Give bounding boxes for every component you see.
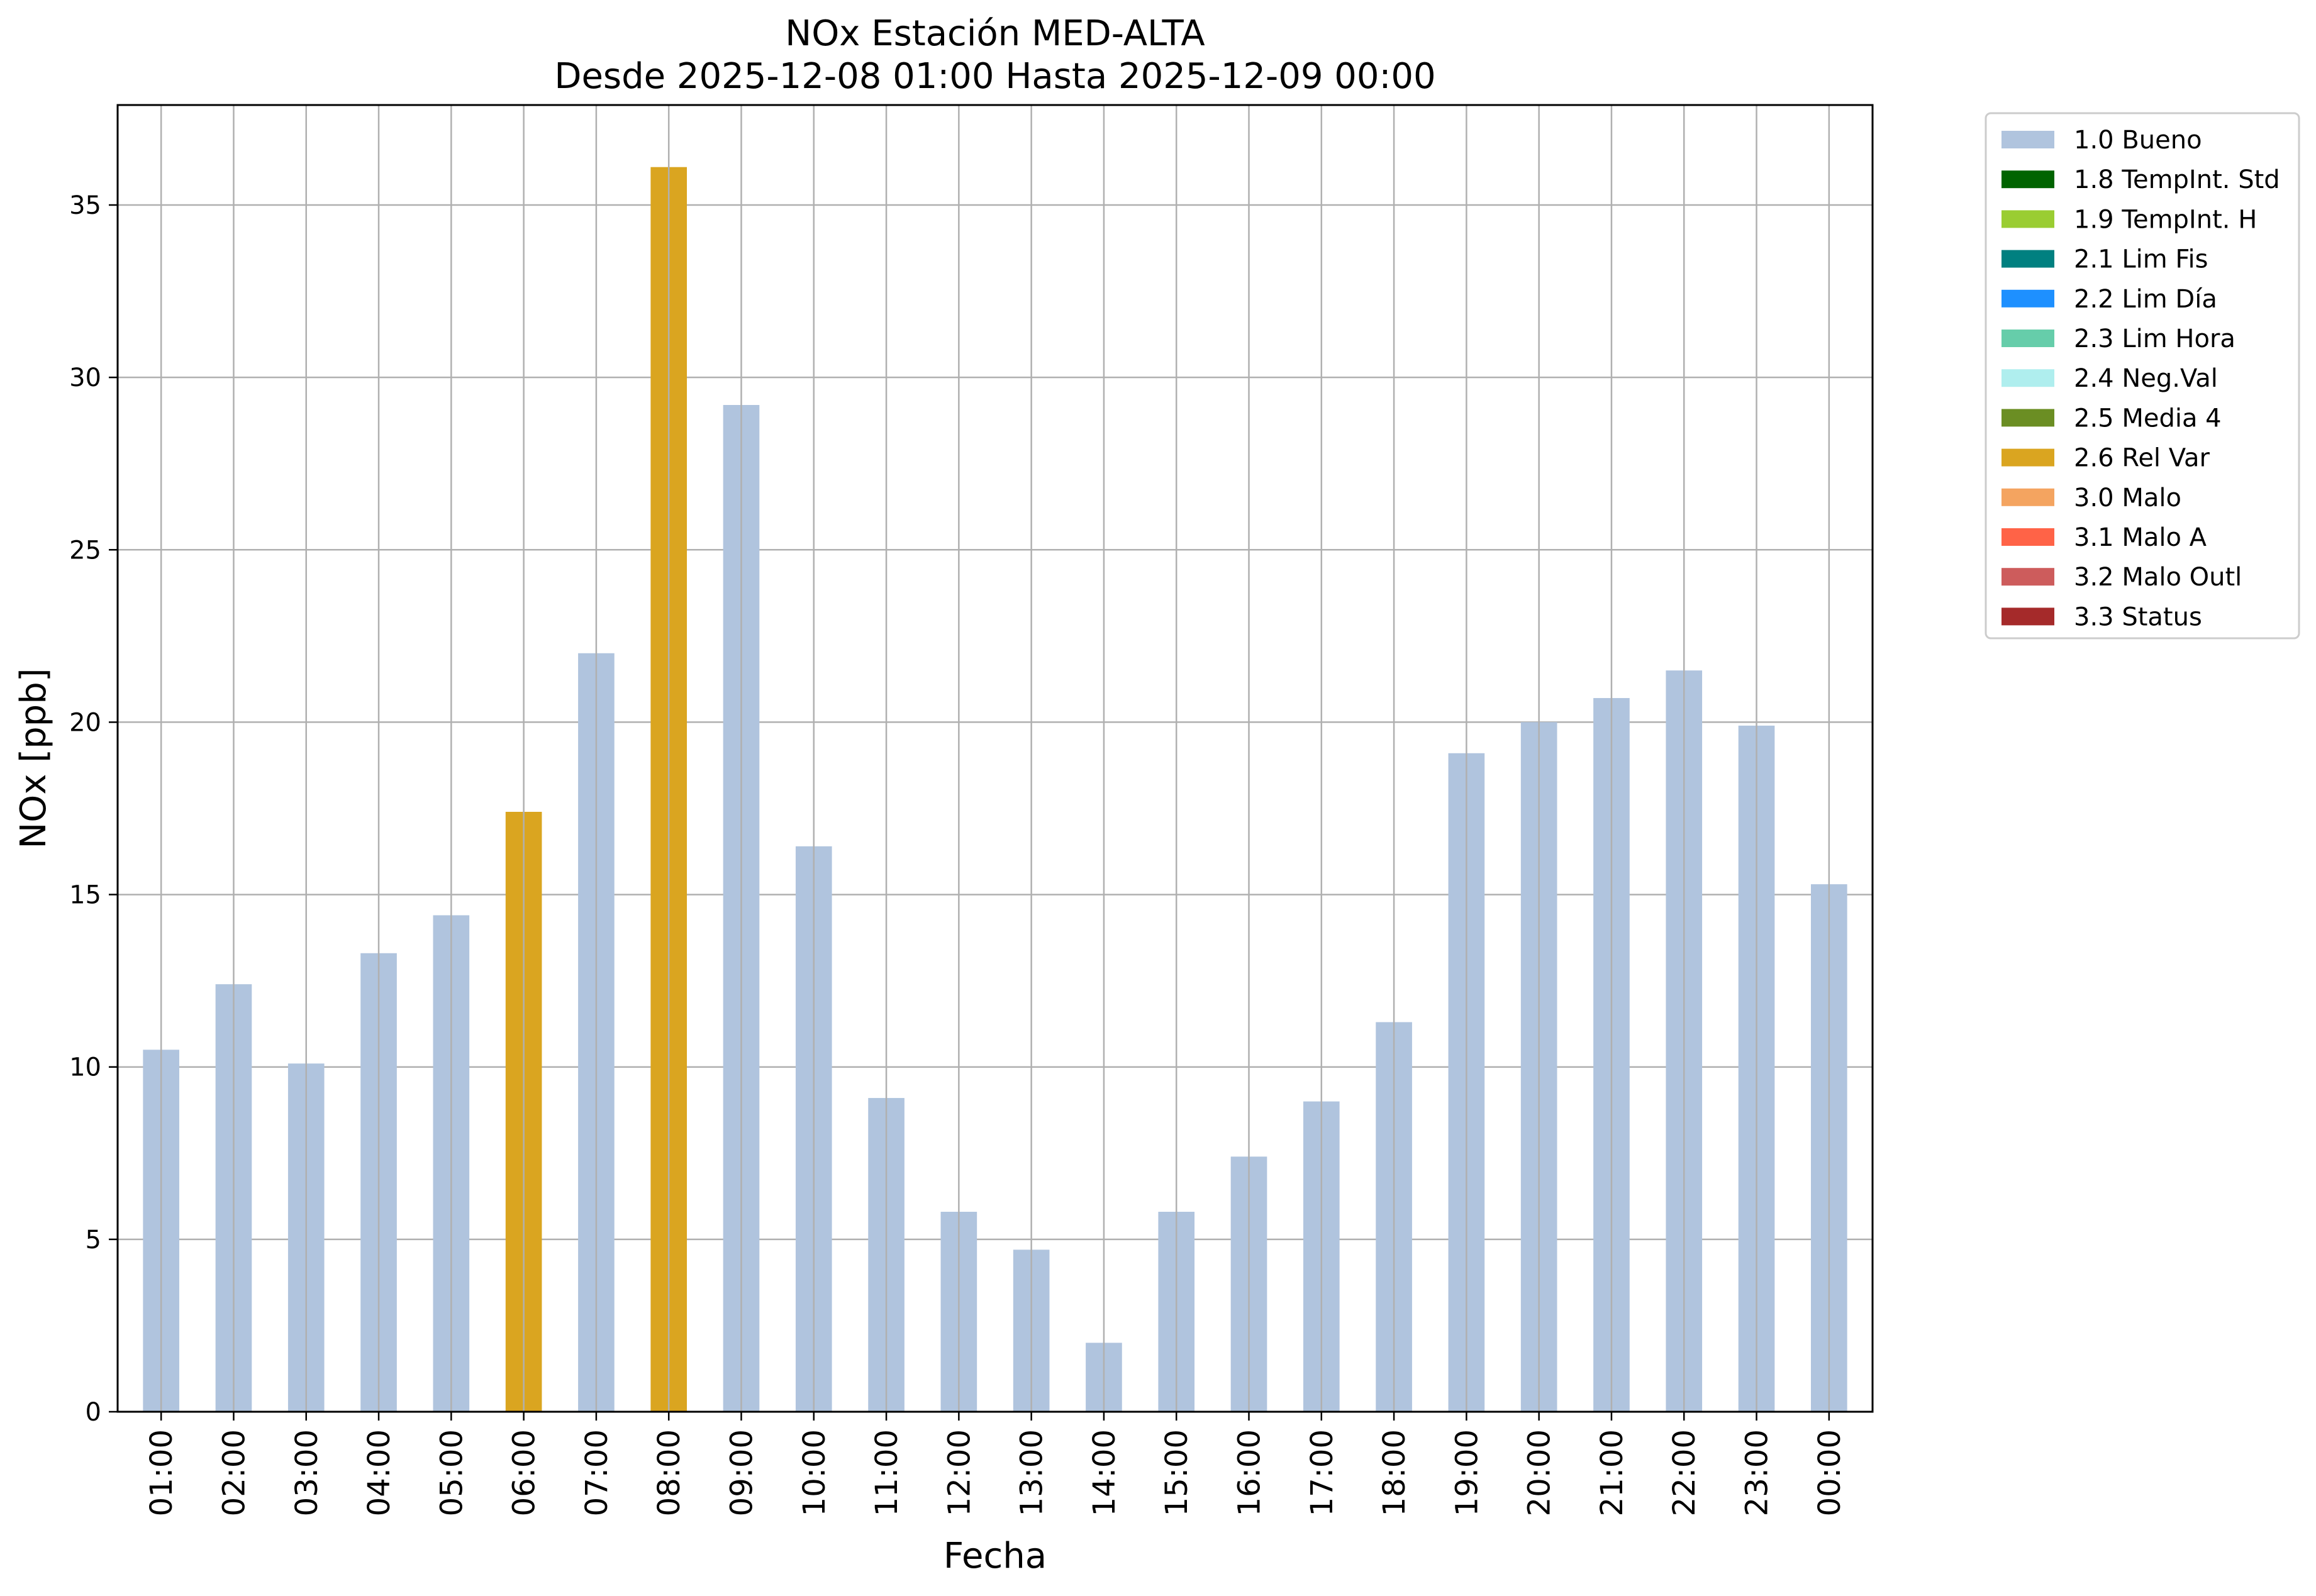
x-tick-label: 14:00 <box>1087 1429 1122 1516</box>
legend-swatch <box>2001 330 2054 347</box>
y-tick-label: 15 <box>69 881 101 910</box>
x-tick-label: 12:00 <box>942 1429 977 1516</box>
chart-subtitle: Desde 2025-12-08 01:00 Hasta 2025-12-09 … <box>554 56 1435 97</box>
x-tick-label: 11:00 <box>869 1429 905 1516</box>
legend-label: 3.2 Malo Outl <box>2074 563 2242 592</box>
x-tick-label: 06:00 <box>507 1429 542 1516</box>
legend-swatch <box>2001 528 2054 546</box>
legend-label: 2.2 Lim Día <box>2074 285 2217 314</box>
y-axis-ticks: 0 5 10 15 20 25 30 35 <box>69 191 118 1427</box>
x-tick-label: 07:00 <box>579 1429 615 1516</box>
x-tick-label: 03:00 <box>289 1429 325 1516</box>
y-tick-label: 5 <box>86 1226 101 1255</box>
legend-swatch <box>2001 210 2054 228</box>
x-axis-ticks: 01:00 02:00 03:00 04:00 05:00 06:00 07:00 08:00… <box>144 1412 1847 1516</box>
y-tick-label: 0 <box>86 1398 101 1427</box>
grid-lines <box>118 204 1873 1413</box>
x-tick-label: 05:00 <box>434 1429 469 1516</box>
legend-label: 2.5 Media 4 <box>2074 404 2222 433</box>
legend-label: 2.4 Neg.Val <box>2074 364 2218 393</box>
x-tick-label: 16:00 <box>1232 1429 1267 1516</box>
x-tick-label: 17:00 <box>1305 1429 1340 1516</box>
x-tick-label: 21:00 <box>1595 1429 1630 1516</box>
x-tick-label: 15:00 <box>1159 1429 1194 1516</box>
x-tick-label: 09:00 <box>724 1429 759 1516</box>
y-tick-label: 35 <box>69 191 101 220</box>
legend-swatch <box>2001 568 2054 586</box>
x-tick-label: 23:00 <box>1740 1429 1775 1516</box>
legend-swatch <box>2001 369 2054 387</box>
legend-label: 2.3 Lim Hora <box>2074 324 2235 353</box>
legend-label: 3.0 Malo <box>2074 484 2181 513</box>
y-tick-label: 25 <box>69 536 101 565</box>
y-tick-label: 20 <box>69 708 101 737</box>
legend-label: 3.3 Status <box>2074 602 2202 631</box>
legend-swatch <box>2001 131 2054 148</box>
x-tick-label: 13:00 <box>1015 1429 1050 1516</box>
legend-swatch <box>2001 409 2054 427</box>
legend-swatch <box>2001 488 2054 506</box>
legend-label: 1.9 TempInt. H <box>2074 205 2257 234</box>
x-axis-label: Fecha <box>944 1536 1047 1577</box>
x-tick-label: 04:00 <box>362 1429 397 1516</box>
legend-swatch <box>2001 607 2054 626</box>
legend-swatch <box>2001 448 2054 467</box>
legend-label: 2.6 Rel Var <box>2074 444 2210 473</box>
legend-label: 2.1 Lim Fis <box>2074 245 2208 274</box>
y-tick-label: 10 <box>69 1053 101 1082</box>
legend: 1.0 Bueno 1.8 TempInt. Std 1.9 TempInt. H 2… <box>1985 112 2300 640</box>
legend-label: 1.8 TempInt. Std <box>2074 165 2280 194</box>
plot-frame <box>116 104 1874 1413</box>
x-tick-label: 02:00 <box>216 1429 252 1516</box>
legend-swatch <box>2001 289 2054 308</box>
x-tick-label: 19:00 <box>1449 1429 1484 1516</box>
x-tick-label: 08:00 <box>652 1429 687 1516</box>
legend-label: 3.1 Malo A <box>2074 523 2207 552</box>
vertical-grid-lines <box>160 105 1830 1412</box>
legend-frame <box>1985 112 2300 640</box>
x-tick-label: 10:00 <box>797 1429 832 1516</box>
y-tick-label: 30 <box>69 363 101 392</box>
legend-label: 1.0 Bueno <box>2074 126 2202 155</box>
legend-swatch <box>2001 170 2054 189</box>
x-tick-label: 18:00 <box>1377 1429 1412 1516</box>
legend-swatch <box>2001 250 2054 268</box>
x-tick-label: 22:00 <box>1667 1429 1702 1516</box>
x-tick-label: 01:00 <box>144 1429 179 1516</box>
chart-title: NOx Estación MED-ALTA <box>785 13 1205 54</box>
x-tick-label: 00:00 <box>1812 1429 1847 1516</box>
x-tick-label: 20:00 <box>1522 1429 1557 1516</box>
y-axis-label: NOx [ppb] <box>13 668 54 848</box>
